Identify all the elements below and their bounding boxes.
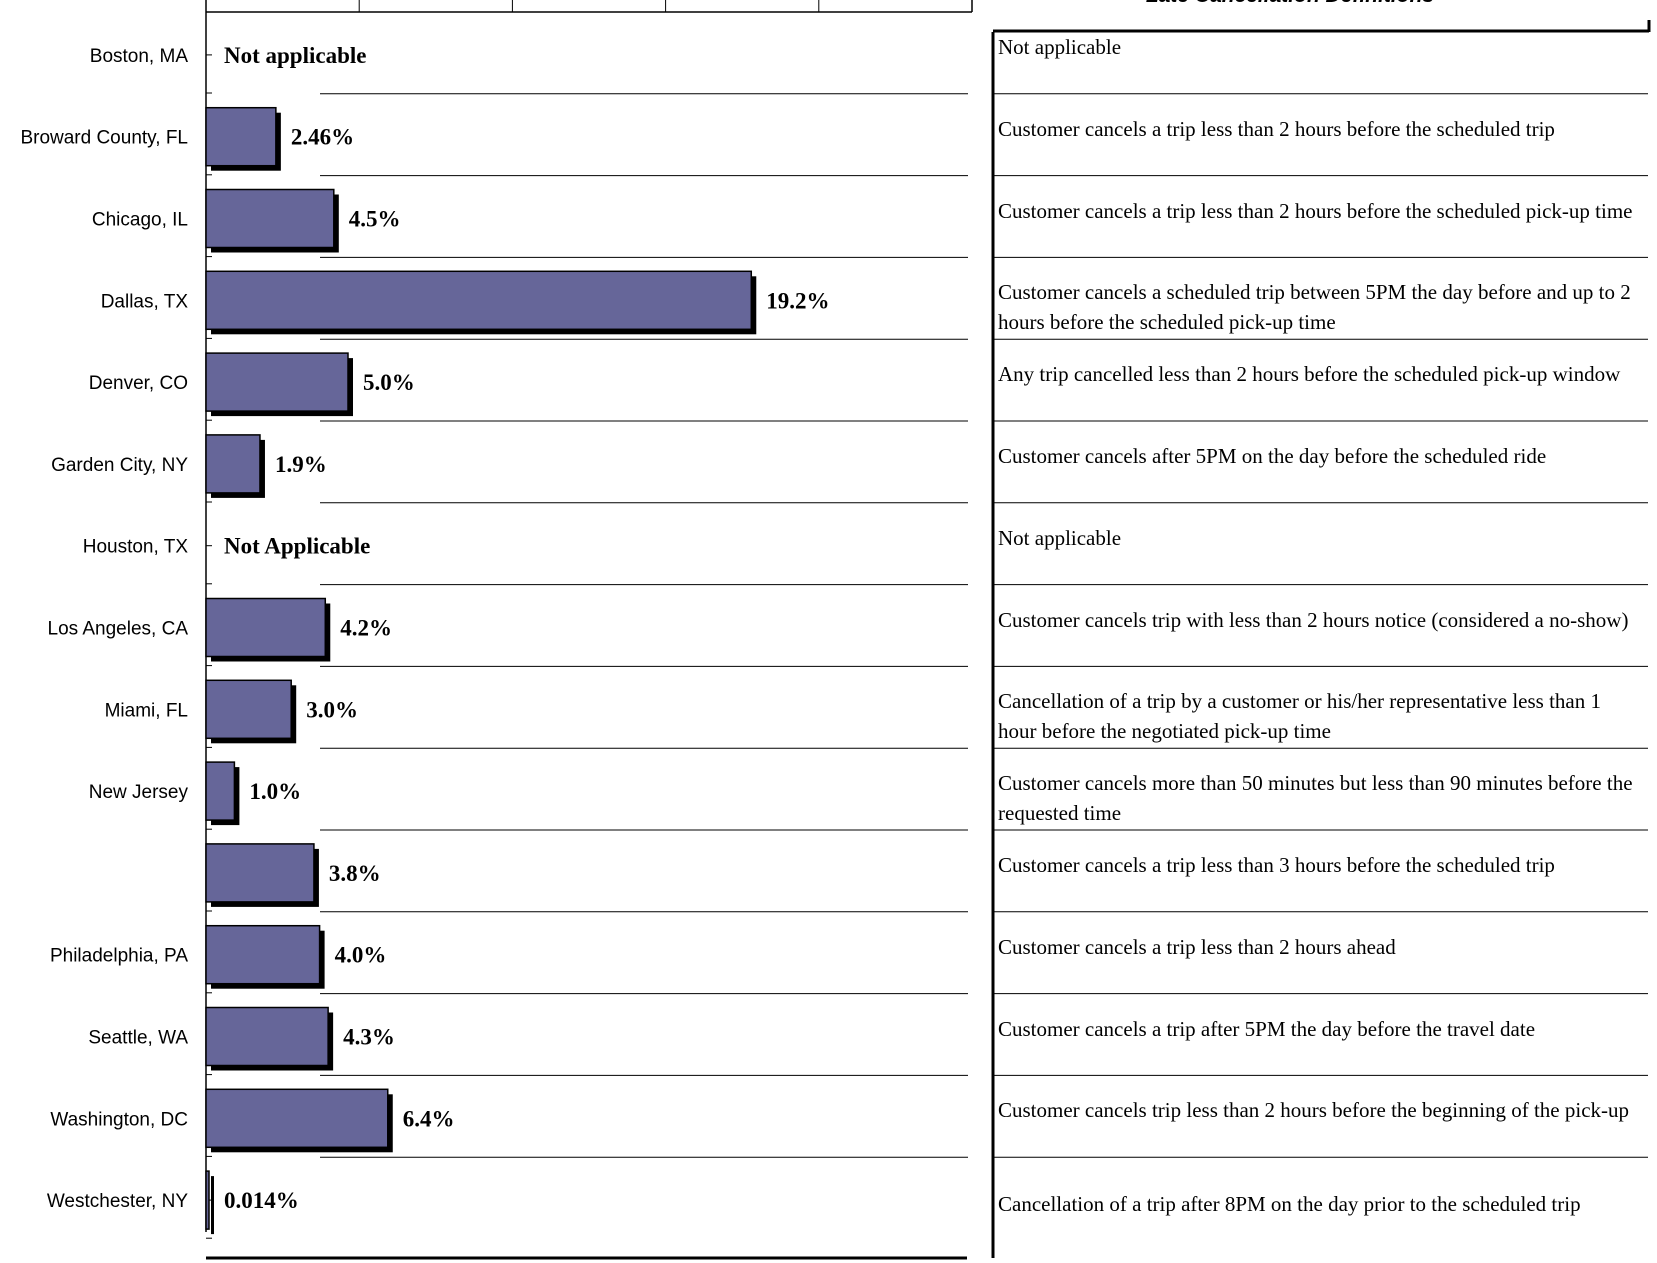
data-label: 19.2%: [766, 288, 829, 313]
bar: [205, 106, 277, 167]
bar: [205, 597, 327, 658]
bar: [205, 352, 349, 412]
category-label: Los Angeles, CA: [48, 619, 189, 640]
data-label: 6.4%: [403, 1106, 455, 1131]
definition-text: Customer cancels a trip less than 2 hour…: [998, 198, 1633, 223]
category-label: Chicago, IL: [92, 210, 188, 231]
bar: [205, 188, 335, 249]
data-label: 3.8%: [329, 861, 381, 886]
category-label: Seattle, WA: [88, 1028, 188, 1049]
bar: [205, 924, 321, 985]
data-label: 1.9%: [275, 452, 327, 477]
bar-shadow: [211, 1176, 214, 1235]
definition-text: Customer cancels a trip less than 2 hour…: [998, 934, 1396, 959]
bar: [205, 679, 292, 740]
definition-text: Not applicable: [998, 35, 1122, 59]
bar: [205, 1088, 389, 1149]
bar: [205, 761, 236, 821]
definition-text: Customer cancels a trip less than 3 hour…: [998, 853, 1555, 877]
definition-text: Any trip cancelled less than 2 hours bef…: [998, 362, 1621, 387]
bar: [205, 843, 315, 903]
data-label: 4.2%: [340, 616, 392, 641]
definition-text: Not applicable: [998, 525, 1122, 550]
category-label: Garden City, NY: [51, 455, 188, 476]
definition-text: Customer cancels after 5PM on the day be…: [998, 444, 1547, 468]
definition-text: Customer cancels a trip less than 2 hour…: [998, 116, 1555, 141]
bar: [205, 270, 753, 331]
definition-text: Customer cancels trip with less than 2 h…: [998, 607, 1629, 632]
category-label: Boston, MA: [90, 46, 189, 67]
category-label: Miami, FL: [105, 700, 188, 721]
data-label: 0.014%: [224, 1188, 299, 1213]
data-label: 3.0%: [306, 697, 358, 722]
category-label: Westchester, NY: [47, 1191, 188, 1212]
bar: [205, 434, 261, 494]
definitions-title: Late Cancellation Definitions: [990, 0, 1590, 8]
category-label: Broward County, FL: [20, 128, 188, 149]
definition-text: Customer cancels trip less than 2 hours …: [998, 1098, 1630, 1123]
category-label: Denver, CO: [89, 373, 188, 394]
data-label: 2.46%: [291, 125, 354, 150]
definition-text: Cancellation of a trip by a customer or …: [998, 689, 1601, 744]
category-label: Washington, DC: [50, 1109, 188, 1130]
data-label: 1.0%: [249, 779, 301, 804]
definition-text: Cancellation of a trip after 8PM on the …: [998, 1192, 1581, 1217]
data-label: 4.5%: [349, 207, 401, 232]
data-label: 5.0%: [363, 370, 415, 395]
definition-text: Customer cancels a trip after 5PM the da…: [998, 1016, 1536, 1041]
definition-text: Customer cancels more than 50 minutes bu…: [998, 771, 1633, 826]
data-label: Not Applicable: [224, 534, 370, 559]
data-label: 4.0%: [335, 943, 387, 968]
category-label: Philadelphia, PA: [50, 946, 188, 967]
category-label: Dallas, TX: [101, 291, 189, 312]
definition-text: Customer cancels a scheduled trip betwee…: [998, 280, 1631, 335]
data-label: Not applicable: [224, 43, 366, 68]
bar: [205, 1006, 329, 1067]
category-label: New Jersey: [89, 782, 189, 803]
data-label: 4.3%: [343, 1025, 395, 1050]
category-label: Houston, TX: [83, 537, 189, 558]
bar: [205, 1170, 210, 1230]
